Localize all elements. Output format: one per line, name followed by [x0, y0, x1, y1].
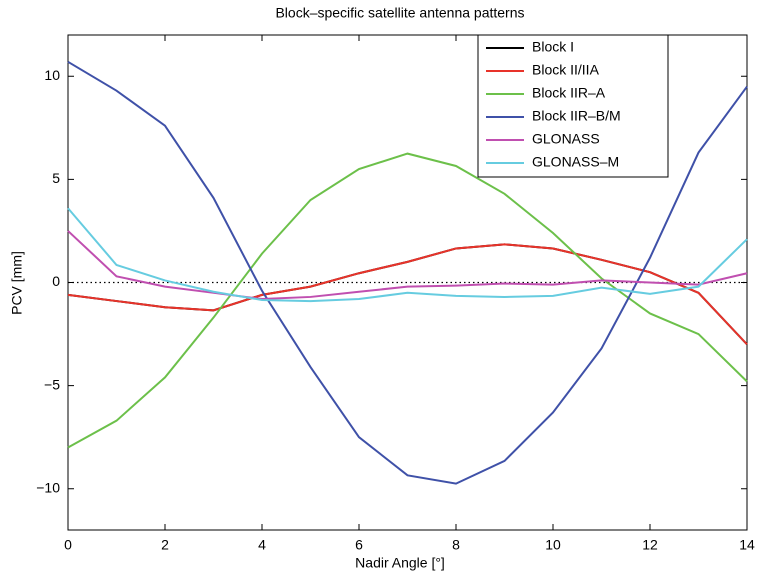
series-line: [67, 152, 748, 449]
x-tick-label: 4: [258, 537, 266, 553]
y-tick-label: 5: [52, 170, 60, 186]
legend-label: GLONASS: [532, 131, 600, 147]
series-line: [67, 207, 748, 303]
x-axis-label: Nadir Angle [°]: [355, 555, 445, 571]
x-tick-label: 2: [161, 537, 169, 553]
legend-label: Block IIR–B/M: [532, 108, 621, 124]
legend-label: GLONASS–M: [532, 154, 619, 170]
x-tick-label: 6: [355, 537, 363, 553]
legend-label: Block IIR–A: [532, 85, 606, 101]
x-tick-label: 0: [64, 537, 72, 553]
legend-label: Block I: [532, 39, 574, 55]
legend-label: Block II/IIA: [532, 62, 600, 78]
chart-title: Block–specific satellite antenna pattern…: [275, 5, 524, 21]
series-line: [67, 243, 748, 346]
x-tick-label: 8: [452, 537, 460, 553]
y-tick-label: 0: [52, 273, 60, 289]
x-tick-label: 12: [642, 537, 658, 553]
series-line: [67, 60, 748, 485]
y-axis-label: PCV [mm]: [9, 251, 25, 315]
x-tick-label: 14: [739, 537, 755, 553]
legend-box: [477, 34, 669, 178]
x-tick-label: 10: [545, 537, 561, 553]
y-tick-label: −5: [44, 376, 60, 392]
y-tick-label: 10: [44, 67, 60, 83]
y-tick-label: −10: [36, 479, 60, 495]
series-line: [67, 230, 748, 301]
series-line: [67, 243, 748, 346]
